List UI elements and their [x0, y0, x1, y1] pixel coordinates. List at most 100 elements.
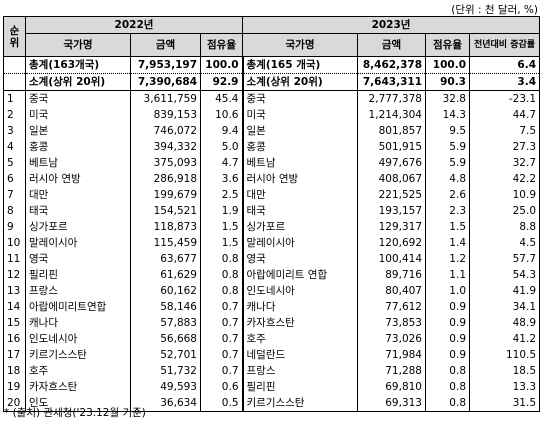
subtotal-amount-2023: 7,643,311 [357, 73, 426, 91]
row-amount-2023: 501,915 [357, 139, 426, 155]
total-share-2022: 100.0 [200, 56, 243, 74]
row-rank: 1 [3, 90, 26, 107]
row-amount-2022: 118,873 [130, 219, 201, 235]
row-rank: 17 [3, 347, 26, 363]
row-amount-2022: 63,677 [130, 251, 201, 267]
row-rank: 20 [3, 395, 26, 412]
row-country-2022: 캐나다 [25, 315, 131, 331]
row-share-2023: 1.1 [425, 267, 470, 283]
row-amount-2023: 73,853 [357, 315, 426, 331]
row-rank: 18 [3, 363, 26, 379]
row-growth: 25.0 [468, 203, 541, 219]
table-row: 2 미국 839,153 10.6 미국 1,214,304 14.3 44.7 [3, 107, 541, 123]
row-amount-2023: 129,317 [357, 219, 426, 235]
row-growth: 18.5 [468, 363, 541, 379]
row-growth: -23.1 [468, 90, 541, 107]
row-country-2023: 카자흐스탄 [241, 315, 358, 331]
header-amount-2022: 금액 [130, 33, 201, 57]
header-share-2023: 점유율 [425, 33, 470, 57]
row-growth: 41.9 [468, 283, 541, 299]
row-share-2022: 0.6 [200, 379, 243, 395]
row-country-2023: 영국 [241, 251, 358, 267]
table-row: 12 필리핀 61,629 0.8 아랍에미리트 연합 89,716 1.1 54.3 [3, 267, 541, 283]
table-row: 14 아랍에미리트연합 58,146 0.7 캐나다 77,612 0.9 34.1 [3, 299, 541, 315]
table-row: 15 캐나다 57,883 0.7 카자흐스탄 73,853 0.9 48.9 [3, 315, 541, 331]
row-share-2022: 0.8 [200, 251, 243, 267]
row-share-2023: 0.8 [425, 395, 470, 412]
row-rank: 9 [3, 219, 26, 235]
row-share-2023: 5.9 [425, 155, 470, 171]
table-row: 10 말레이시아 115,459 1.5 말레이시아 120,692 1.4 4.5 [3, 235, 541, 251]
row-amount-2022: 60,162 [130, 283, 201, 299]
row-rank: 3 [3, 123, 26, 139]
row-amount-2023: 193,157 [357, 203, 426, 219]
row-share-2023: 0.9 [425, 331, 470, 347]
row-country-2022: 말레이시아 [25, 235, 131, 251]
row-growth: 31.5 [468, 395, 541, 412]
header-rank: 순위 [3, 16, 26, 57]
row-rank: 15 [3, 315, 26, 331]
row-country-2022: 미국 [25, 107, 131, 123]
row-country-2023: 말레이시아 [241, 235, 358, 251]
row-share-2022: 1.9 [200, 203, 243, 219]
row-amount-2022: 36,634 [130, 395, 201, 412]
export-table: 순위 2022년 2023년 국가명 금액 점유율 국가명 금액 점유율 전년대… [3, 16, 541, 412]
row-share-2023: 2.3 [425, 203, 470, 219]
header-country-2023: 국가명 [242, 33, 358, 57]
row-country-2023: 네덜란드 [241, 347, 358, 363]
row-amount-2022: 286,918 [130, 171, 201, 187]
row-growth: 48.9 [468, 315, 541, 331]
row-amount-2022: 52,701 [130, 347, 201, 363]
row-share-2023: 2.6 [425, 187, 470, 203]
row-share-2022: 3.6 [200, 171, 243, 187]
row-country-2023: 러시아 연방 [241, 171, 358, 187]
row-share-2023: 14.3 [425, 107, 470, 123]
row-amount-2022: 3,611,759 [130, 90, 201, 107]
row-growth: 42.2 [468, 171, 541, 187]
row-country-2022: 대만 [25, 187, 131, 203]
row-share-2022: 2.5 [200, 187, 243, 203]
row-amount-2022: 49,593 [130, 379, 201, 395]
row-amount-2023: 2,777,378 [357, 90, 426, 107]
table-row: 3 일본 746,072 9.4 일본 801,857 9.5 7.5 [3, 123, 541, 139]
row-amount-2023: 497,676 [357, 155, 426, 171]
row-share-2023: 0.9 [425, 299, 470, 315]
unit-label: (단위 : 천 달러, %) [451, 4, 538, 16]
row-share-2023: 32.8 [425, 90, 470, 107]
row-rank: 8 [3, 203, 26, 219]
table-row: 18 호주 51,732 0.7 프랑스 71,288 0.8 18.5 [3, 363, 541, 379]
table-row: 16 인도네시아 56,668 0.7 호주 73,026 0.9 41.2 [3, 331, 541, 347]
row-country-2023: 태국 [241, 203, 358, 219]
row-amount-2023: 100,414 [357, 251, 426, 267]
row-country-2022: 영국 [25, 251, 131, 267]
table-row: 20 인도 36,634 0.5 키르기스스탄 69,313 0.8 31.5 [3, 395, 541, 412]
row-rank: 12 [3, 267, 26, 283]
row-country-2022: 러시아 연방 [25, 171, 131, 187]
row-growth: 34.1 [468, 299, 541, 315]
row-share-2023: 0.9 [425, 315, 470, 331]
total-amount-2022: 7,953,197 [130, 56, 201, 74]
row-growth: 41.2 [468, 331, 541, 347]
row-country-2023: 필리핀 [241, 379, 358, 395]
row-country-2022: 필리핀 [25, 267, 131, 283]
row-growth: 27.3 [468, 139, 541, 155]
row-amount-2023: 69,810 [357, 379, 426, 395]
row-growth: 57.7 [468, 251, 541, 267]
header-growth: 전년대비 증감률 [468, 33, 541, 57]
row-growth: 54.3 [468, 267, 541, 283]
row-amount-2023: 71,984 [357, 347, 426, 363]
row-rank: 4 [3, 139, 26, 155]
row-growth: 110.5 [468, 347, 541, 363]
row-amount-2022: 375,093 [130, 155, 201, 171]
row-share-2022: 0.7 [200, 299, 243, 315]
row-country-2023: 프랑스 [241, 363, 358, 379]
row-amount-2023: 221,525 [357, 187, 426, 203]
row-rank: 10 [3, 235, 26, 251]
total-name-2023: 총계(165 개국) [241, 56, 358, 74]
row-country-2023: 싱가포르 [241, 219, 358, 235]
row-growth: 13.3 [468, 379, 541, 395]
row-share-2023: 0.8 [425, 379, 470, 395]
row-amount-2023: 80,407 [357, 283, 426, 299]
row-rank: 7 [3, 187, 26, 203]
row-amount-2023: 1,214,304 [357, 107, 426, 123]
